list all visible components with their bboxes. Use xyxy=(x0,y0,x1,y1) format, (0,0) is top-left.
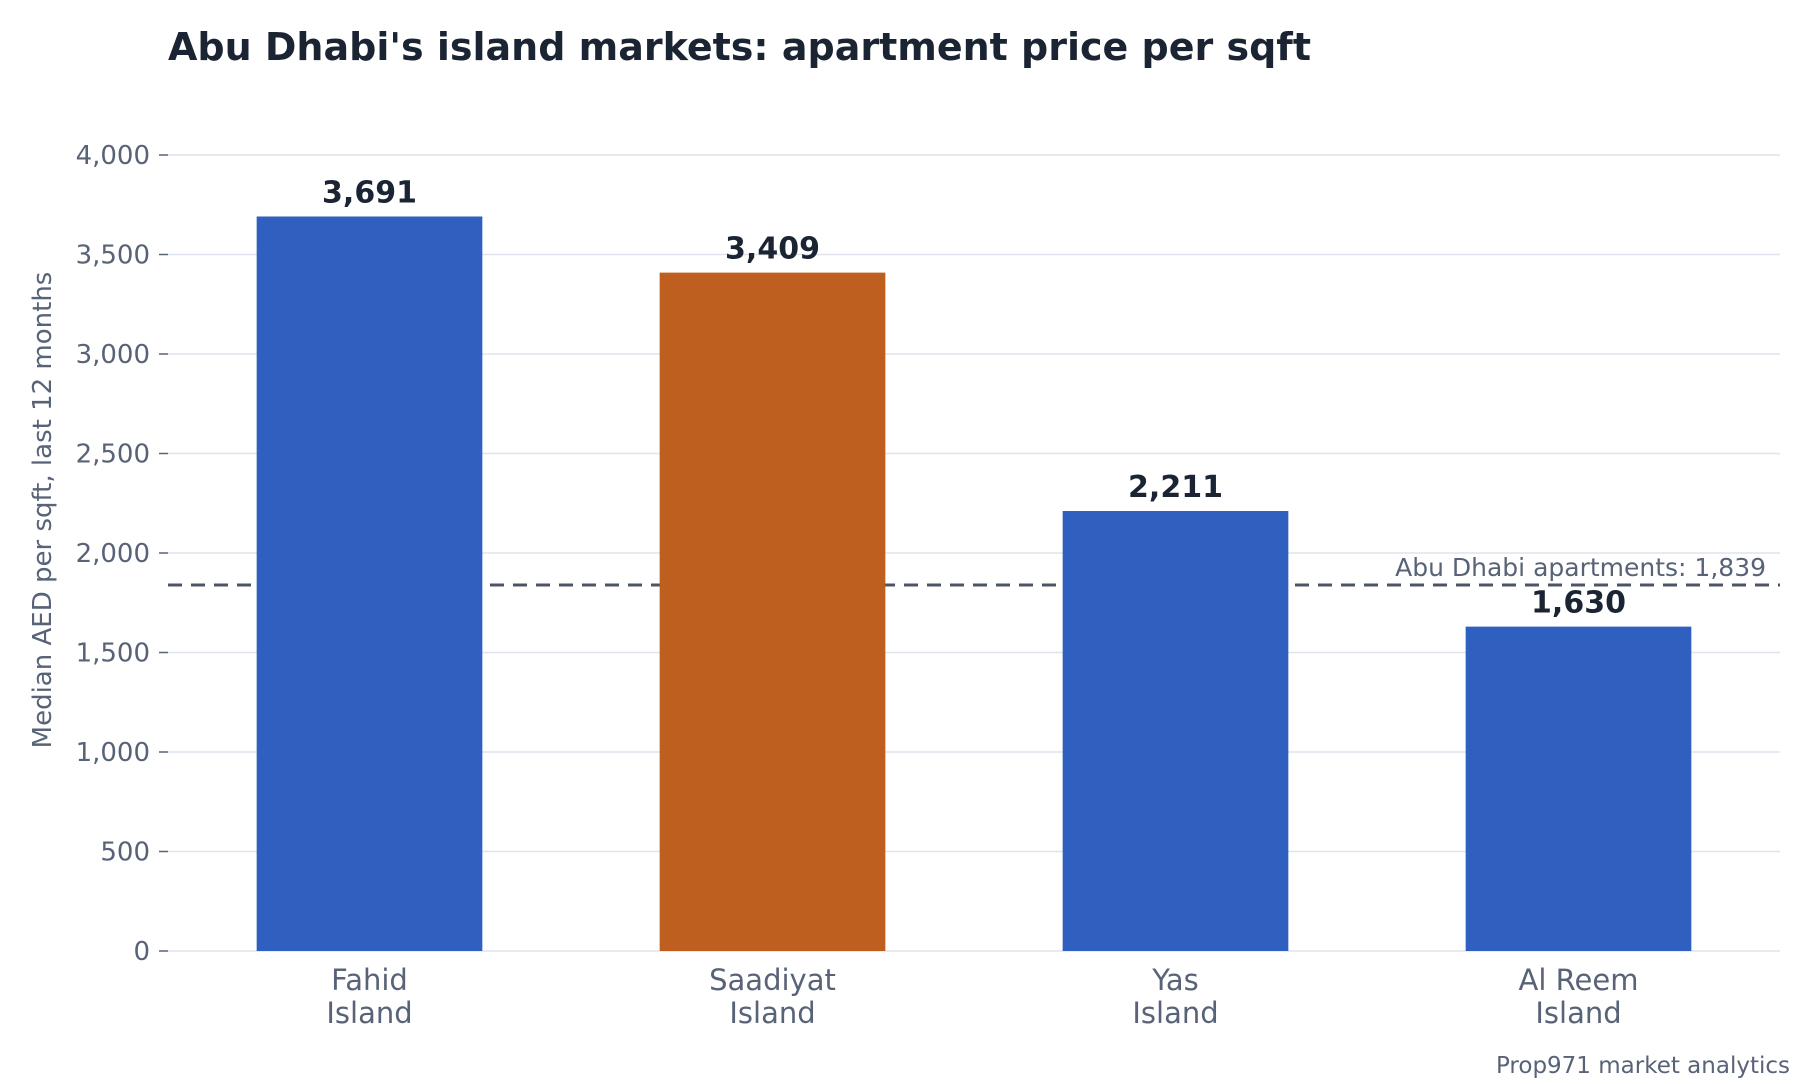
y-tick-label: 3,000 xyxy=(76,340,150,370)
category-label-line: Yas xyxy=(1151,963,1199,997)
data-label: 1,630 xyxy=(1531,586,1626,621)
bar xyxy=(1465,626,1692,951)
y-tick-label: 1,000 xyxy=(76,738,150,768)
y-tick-label: 3,500 xyxy=(76,241,150,271)
category-label: Al Reem Island xyxy=(1519,963,1639,1030)
bar xyxy=(256,216,483,952)
category-label: Saadiyat Island xyxy=(709,963,836,1030)
category-label-line: Saadiyat xyxy=(709,963,836,997)
category-label-line: Island xyxy=(1132,996,1218,1030)
y-tick-label: 0 xyxy=(133,937,150,967)
category-label: Fahid Island xyxy=(326,963,412,1030)
y-tick-label: 4,000 xyxy=(76,141,150,171)
y-tick-label: 2,000 xyxy=(76,539,150,569)
category-label-line: Island xyxy=(1535,996,1621,1030)
bar xyxy=(1062,511,1289,951)
y-tick-label: 1,500 xyxy=(76,639,150,669)
data-label: 3,409 xyxy=(725,232,820,267)
chart-title: Abu Dhabi's island markets: apartment pr… xyxy=(168,25,1311,69)
category-label-line: Island xyxy=(729,996,815,1030)
y-tick-label: 500 xyxy=(100,838,150,868)
source-note: Prop971 market analytics xyxy=(1496,1053,1790,1079)
y-tick-label: 2,500 xyxy=(76,440,150,470)
y-axis: 0 500 1,000 1,500 2,000 2,500 3,000 3,500 4,000 xyxy=(76,141,168,967)
category-label-line: Island xyxy=(326,996,412,1030)
category-label-line: Al Reem xyxy=(1519,963,1639,997)
y-axis-label: Median AED per sqft, last 12 months xyxy=(28,272,58,749)
category-label-line: Fahid xyxy=(331,963,408,997)
category-label: Yas Island xyxy=(1132,963,1218,1030)
bars xyxy=(256,216,1692,952)
data-label: 3,691 xyxy=(322,175,417,210)
reference-line-label: Abu Dhabi apartments: 1,839 xyxy=(1395,553,1766,582)
data-label: 2,211 xyxy=(1128,470,1223,505)
data-labels: 3,691 3,409 2,211 1,630 Abu Dhabi apartments… xyxy=(322,175,1766,620)
bar xyxy=(659,272,886,951)
